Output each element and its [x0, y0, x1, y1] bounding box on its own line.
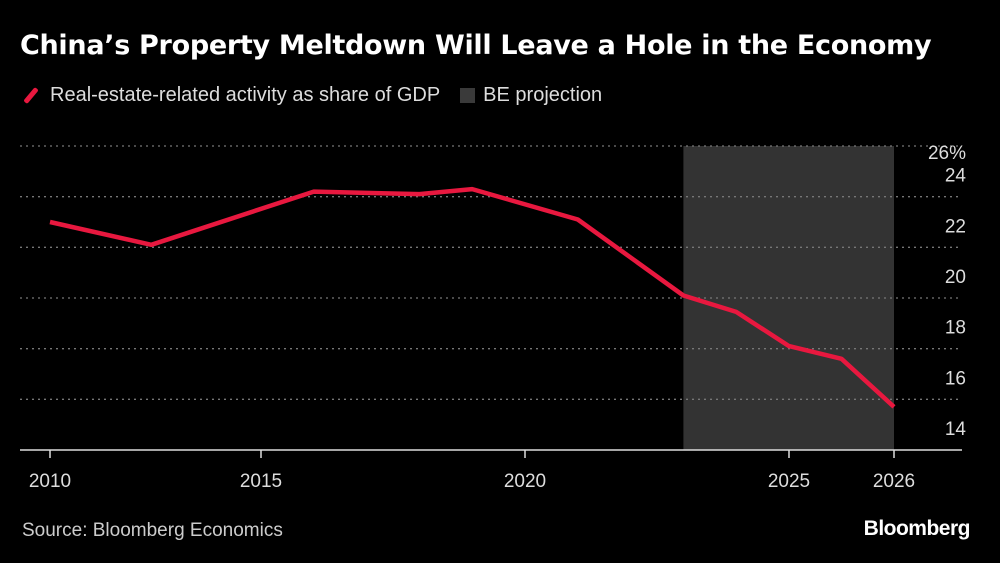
y-tick-label: 24 — [945, 166, 967, 187]
chart-title: China’s Property Meltdown Will Leave a H… — [20, 30, 932, 61]
bloomberg-logo: Bloomberg — [863, 517, 971, 540]
legend-series-label: Real-estate-related activity as share of… — [50, 84, 441, 106]
y-tick-label: 16 — [945, 368, 966, 389]
x-tick-label: 2020 — [504, 471, 546, 492]
y-tick-label: 22 — [945, 216, 966, 237]
x-tick-label: 2015 — [240, 471, 282, 492]
source-note: Source: Bloomberg Economics — [22, 520, 283, 541]
y-tick-label: 20 — [945, 267, 966, 288]
legend-projection-label: BE projection — [483, 84, 603, 106]
x-tick-label: 2010 — [29, 471, 71, 492]
y-tick-label: 26% — [928, 143, 966, 164]
x-tick-label: 2025 — [768, 471, 810, 492]
legend: Real-estate-related activity as share of… — [22, 84, 602, 107]
y-tick-label: 18 — [945, 318, 966, 339]
legend-projection-swatch — [460, 88, 476, 103]
y-tick-label: 14 — [945, 419, 967, 440]
x-tick-label: 2026 — [873, 471, 915, 492]
